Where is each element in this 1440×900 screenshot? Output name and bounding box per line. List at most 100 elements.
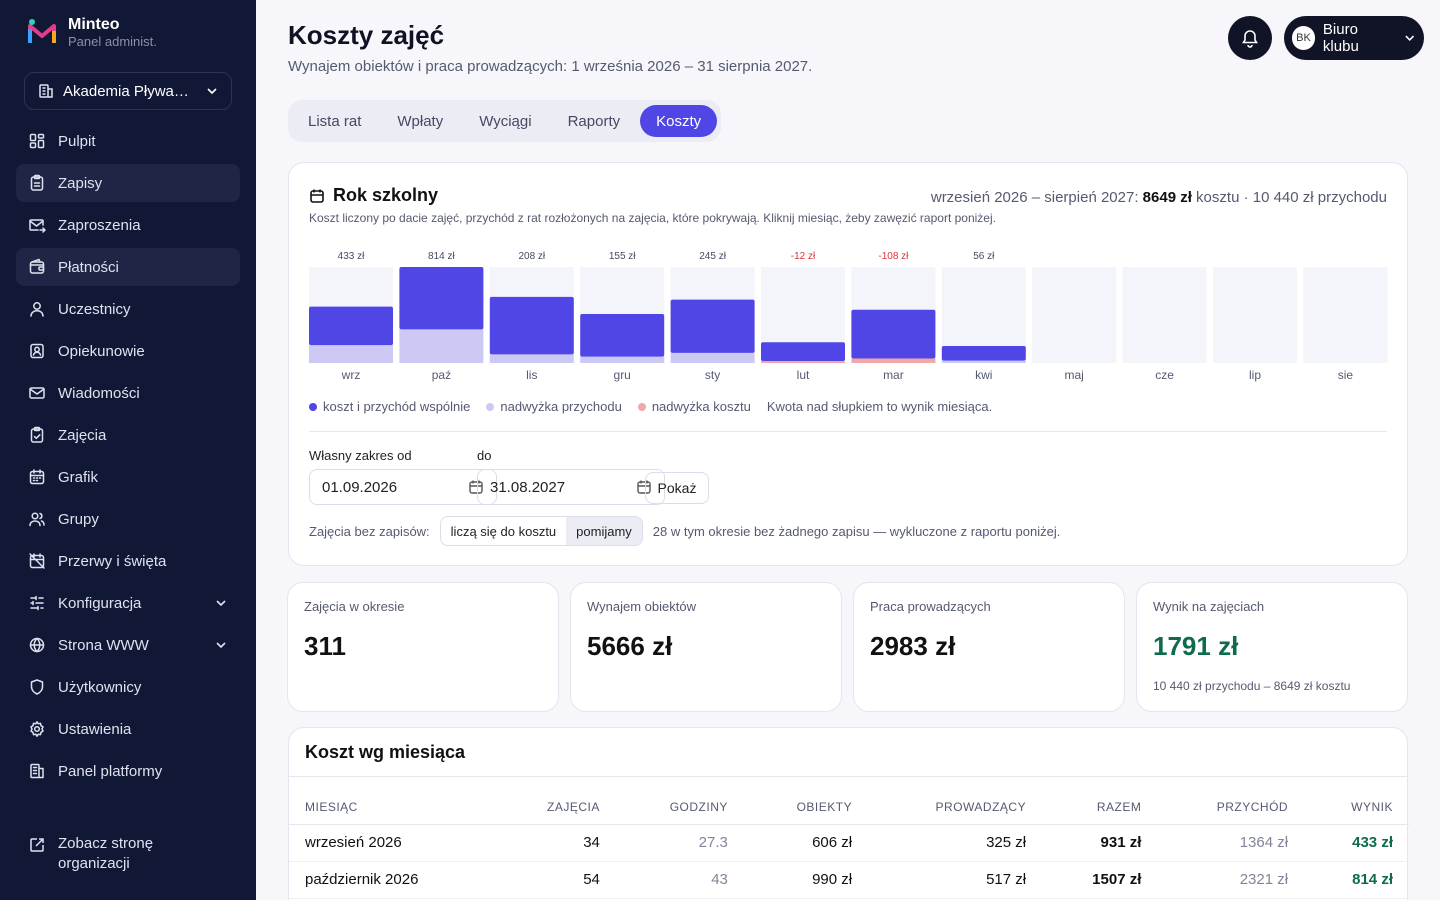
bar-shared	[489, 296, 574, 355]
sidebar-item-zaproszenia[interactable]: Zaproszenia	[16, 206, 240, 244]
table-cell: 325 zł	[868, 824, 1043, 862]
bar-track[interactable]	[1122, 267, 1207, 363]
sidebar-item-grupy[interactable]: Grupy	[16, 500, 240, 538]
tab-raporty[interactable]: Raporty	[567, 112, 621, 130]
calendar-icon	[310, 189, 324, 203]
calendar-off-icon	[28, 552, 46, 570]
calendar-icon	[28, 468, 46, 486]
sidebar-item-panel-platformy[interactable]: Panel platformy	[16, 752, 240, 790]
legend-shared-label: koszt i przychód wspólnie	[323, 399, 471, 414]
x-tick-label: lut	[797, 368, 810, 382]
brand[interactable]: Minteo Panel administ.	[26, 16, 157, 50]
sidebar-item-grafik[interactable]: Grafik	[16, 458, 240, 496]
table-cell: 54	[495, 861, 616, 899]
stat-card: Praca prowadzących 2983 zł	[853, 582, 1125, 712]
bar-value-label: -108 zł	[878, 251, 909, 262]
stat-label: Praca prowadzących	[870, 599, 991, 614]
sidebar-item-wiadomości[interactable]: Wiadomości	[16, 374, 240, 412]
organization-select[interactable]: Akademia Pływani...	[24, 72, 232, 110]
sidebar-item-label: Panel platformy	[58, 762, 163, 780]
divider	[309, 431, 1387, 432]
table-cell: 990 zł	[743, 861, 869, 899]
chevron-down-icon	[1404, 35, 1414, 41]
legend-shared-dot	[309, 402, 317, 411]
sidebar-item-ustawienia[interactable]: Ustawienia	[16, 710, 240, 748]
user-menu-button[interactable]: BK Biuro klubu	[1284, 16, 1424, 60]
date-to-value: 31.08.2027	[490, 478, 566, 496]
wallet-icon	[28, 258, 46, 276]
clipboard-icon	[28, 174, 46, 192]
stat-value: 2983 zł	[870, 631, 956, 661]
bar-track[interactable]	[1213, 267, 1297, 363]
sidebar-nav: Pulpit Zapisy Zaproszenia Płatności Uczestni…	[16, 122, 240, 794]
legend-revenue-surplus: nadwyżka przychodu	[486, 399, 622, 414]
legend-revenue-label: nadwyżka przychodu	[500, 399, 622, 414]
chevron-down-icon	[207, 88, 217, 95]
minteo-logo-icon	[28, 19, 56, 43]
sidebar-item-przerwy-i-święta[interactable]: Przerwy i święta	[16, 542, 240, 580]
bar-shared	[399, 267, 484, 330]
chevron-down-icon[interactable]	[214, 638, 228, 652]
bar-revenue-surplus	[670, 352, 755, 363]
bar-shared	[941, 346, 1026, 361]
x-tick-label: cze	[1155, 368, 1174, 382]
id-badge-icon	[28, 342, 46, 360]
tab-lista-rat[interactable]: Lista rat	[308, 112, 362, 130]
dashboard-icon	[28, 132, 46, 150]
stat-label: Zajęcia w okresie	[304, 599, 405, 614]
sliders-icon	[28, 594, 46, 612]
column-header: PRZYCHÓD	[1157, 790, 1305, 825]
bar-value-label: 56 zł	[973, 251, 995, 262]
sidebar-item-pulpit[interactable]: Pulpit	[16, 122, 240, 160]
bar-track[interactable]	[1032, 267, 1117, 363]
calendar-icon[interactable]	[468, 479, 484, 495]
globe-icon	[28, 636, 46, 654]
mode-option-skip[interactable]: pomijamy	[566, 517, 642, 545]
mode-toggle: liczą się do kosztu pomijamy	[439, 516, 643, 546]
sidebar-item-label: Użytkownicy	[58, 678, 142, 696]
mail-send-icon	[28, 216, 46, 234]
monthly-cost-table-card: Koszt wg miesiąca MIESIĄC ZAJĘCIA GODZINY O…	[288, 727, 1409, 900]
mode-option-count[interactable]: liczą się do kosztu	[450, 523, 557, 539]
calendar-icon[interactable]	[636, 479, 652, 495]
sidebar-item-label: Wiadomości	[58, 384, 140, 402]
bar-shared	[309, 306, 393, 346]
table-row[interactable]: wrzesień 2026 34 27.3 606 zł 325 zł 931 zł 136…	[289, 824, 1409, 862]
sidebar-item-zajęcia[interactable]: Zajęcia	[16, 416, 240, 454]
sidebar-item-płatności[interactable]: Płatności	[16, 248, 240, 286]
legend-cost-label: nadwyżka kosztu	[651, 399, 751, 414]
table-cell: 517 zł	[868, 861, 1043, 899]
sidebar-item-opiekunowie[interactable]: Opiekunowie	[16, 332, 240, 370]
x-tick-label: lis	[526, 368, 537, 382]
tab-koszty[interactable]: Koszty	[640, 105, 718, 137]
table-cell: październik 2026	[289, 861, 496, 899]
sidebar-item-uczestnicy[interactable]: Uczestnicy	[16, 290, 240, 328]
table-cell: 1507 zł	[1042, 861, 1158, 899]
organization-name: Akademia Pływani...	[63, 82, 197, 100]
chevron-down-icon[interactable]	[214, 596, 228, 610]
table-row[interactable]: październik 2026 54 43 990 zł 517 zł 1507 zł 2…	[289, 861, 1409, 899]
sidebar-item-label: Ustawienia	[58, 720, 132, 738]
date-from-input[interactable]: 01.09.2026	[309, 469, 497, 505]
show-range-button[interactable]: Pokaż	[645, 472, 709, 504]
chart-legend: koszt i przychód wspólnie nadwyżka przyc…	[309, 399, 992, 414]
tab-wyciągi[interactable]: Wyciągi	[479, 112, 532, 130]
tab-wpłaty[interactable]: Wpłaty	[397, 112, 444, 130]
x-tick-label: kwi	[975, 368, 992, 382]
sidebar-item-label: Grafik	[58, 468, 99, 486]
sidebar-item-konfiguracja[interactable]: Konfiguracja	[16, 584, 240, 622]
table-cell: 1364 zł	[1157, 824, 1305, 862]
year-card-title-text: Rok szkolny	[333, 185, 439, 205]
bar-track[interactable]	[1303, 267, 1388, 363]
notifications-button[interactable]	[1228, 16, 1272, 60]
sidebar-item-użytkownicy[interactable]: Użytkownicy	[16, 668, 240, 706]
divider	[289, 776, 1407, 777]
sidebar-item-zapisy[interactable]: Zapisy	[16, 164, 240, 202]
view-organization-site-link[interactable]: Zobacz stronę organizacji	[16, 834, 240, 874]
user-icon	[28, 300, 46, 318]
legend-note: Kwota nad słupkiem to wynik miesiąca.	[766, 399, 993, 414]
school-year-card: Rok szkolny wrzesień 2026 – sierpień 202…	[288, 162, 1408, 566]
date-to-input[interactable]: 31.08.2027	[477, 469, 665, 505]
sidebar-item-strona-www[interactable]: Strona WWW	[16, 626, 240, 664]
users-icon	[28, 510, 46, 528]
